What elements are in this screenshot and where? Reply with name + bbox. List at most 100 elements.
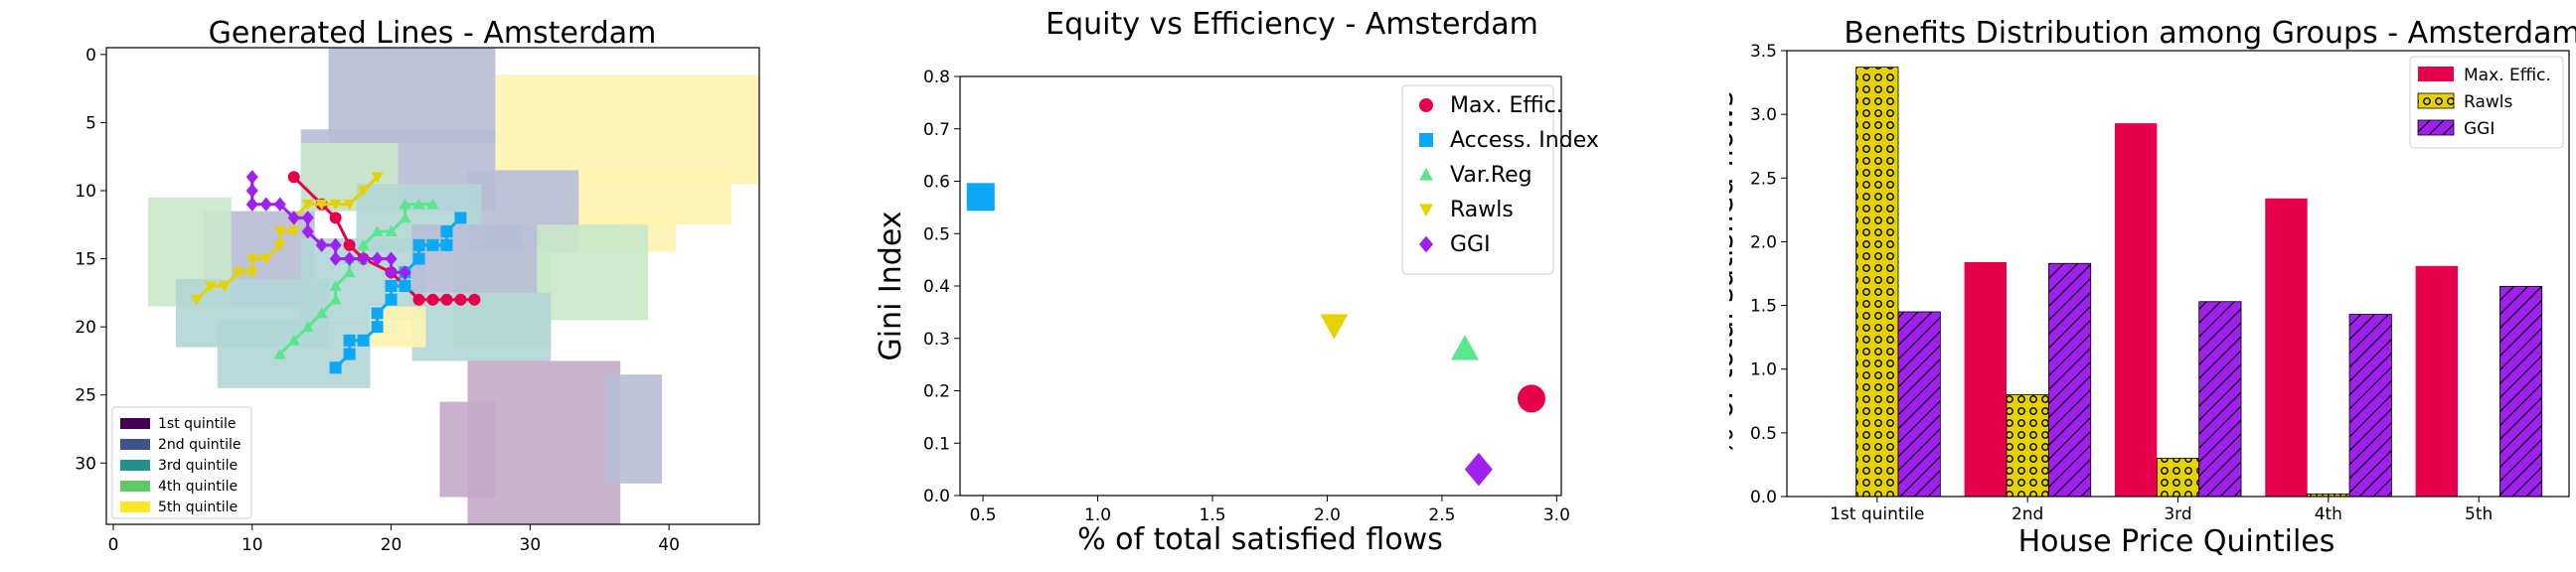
station-marker: [329, 199, 342, 211]
station-marker: [385, 265, 398, 280]
map-plot-frame: [105, 47, 760, 525]
x-tick-label: 1.0: [1084, 505, 1111, 525]
legend-swatch: [120, 460, 150, 471]
station-marker: [343, 199, 356, 211]
legend-label: 2nd quintile: [158, 437, 242, 453]
line-access-index: [329, 212, 467, 374]
station-marker: [287, 226, 300, 238]
scatter-legend: Max. Effic. Access. Index Var.Reg Rawls GGI: [1401, 83, 1599, 275]
chart-title: Benefits Distribution among Groups - Ams…: [1844, 16, 2576, 51]
legend-label: 3rd quintile: [158, 458, 238, 474]
x-tick-label: 3.0: [1543, 505, 1570, 525]
y-tick-label: 0.7: [923, 120, 950, 140]
y-tick-label: 1.5: [1750, 297, 1777, 317]
station-marker: [259, 253, 272, 265]
x-tick-label: 0: [108, 535, 119, 555]
y-tick-label: 1.0: [1750, 360, 1777, 380]
y-tick-label: 2.5: [1750, 169, 1777, 189]
station-marker: [426, 238, 439, 251]
station-marker: [329, 361, 342, 374]
y-tick-label: 0.1: [923, 434, 950, 454]
station-marker: [329, 212, 342, 224]
bar-rawls: [2156, 458, 2200, 498]
station-marker: [343, 266, 356, 278]
station-marker: [385, 280, 398, 292]
y-tick-label: 15: [75, 250, 96, 270]
station-marker: [399, 212, 411, 223]
legend-label: Rawls: [1450, 198, 1514, 222]
station-marker: [454, 212, 467, 224]
station-marker: [273, 348, 286, 359]
legend-swatch: [120, 501, 150, 512]
legend-label: Access. Index: [1450, 128, 1599, 153]
station-marker: [287, 171, 300, 184]
point-max-effic-: [1517, 384, 1545, 413]
bar-ggi: [2498, 285, 2543, 498]
x-tick-label: 1st quintile: [1830, 504, 1924, 524]
point-var-reg: [1451, 335, 1480, 360]
y-tick-label: 5: [85, 113, 96, 133]
chart-title: Generated Lines - Amsterdam: [209, 16, 657, 51]
station-marker: [287, 334, 300, 346]
y-tick-label: 0.8: [923, 68, 950, 87]
x-tick-label: 2.0: [1314, 505, 1341, 525]
legend-swatch: [2417, 119, 2455, 136]
y-tick-label: 0.3: [923, 330, 950, 350]
bar-rawls: [2006, 393, 2049, 498]
bar-max-effic-: [1964, 261, 2007, 497]
y-tick-label: 0.2: [923, 382, 950, 402]
x-tick-label: 30: [520, 535, 542, 555]
route-path: [334, 216, 462, 369]
station-marker: [426, 198, 439, 210]
station-marker: [315, 199, 328, 211]
station-marker: [301, 211, 314, 225]
x-tick-label: 4th: [2315, 504, 2342, 524]
chart-title: Equity vs Efficiency - Amsterdam: [1046, 7, 1538, 42]
station-marker: [412, 252, 425, 265]
station-marker: [343, 334, 356, 347]
line-ggi: [245, 170, 411, 280]
y-tick-label: 3.0: [1750, 105, 1777, 125]
station-marker: [385, 251, 398, 266]
bar-max-effic-: [2265, 198, 2308, 497]
station-marker: [357, 238, 370, 250]
bar-rawls: [1855, 67, 1899, 498]
station-marker: [412, 293, 425, 306]
legend-marker: [1419, 98, 1433, 112]
station-marker: [426, 293, 439, 306]
y-axis-label: Gini Index: [874, 211, 908, 360]
station-marker: [259, 197, 272, 212]
y-tick-label: 25: [75, 386, 96, 406]
y-axis-label: % of total satisfied flows: [1729, 91, 1740, 457]
station-marker: [371, 321, 384, 334]
legend-label: GGI: [1450, 232, 1491, 257]
bars-legend: Max. Effic. Rawls GGI: [2409, 56, 2564, 149]
map-region-cell: [606, 374, 663, 484]
station-marker: [273, 240, 286, 251]
legend-marker: [1419, 204, 1433, 216]
station-marker: [245, 253, 258, 265]
station-marker: [440, 293, 453, 306]
legend-swatch: [2418, 67, 2454, 81]
y-tick-label: 30: [75, 454, 96, 474]
legend-label: 1st quintile: [158, 416, 237, 432]
y-tick-label: 0.0: [923, 487, 950, 506]
point-ggi: [1464, 452, 1493, 487]
legend-label: 5th quintile: [158, 500, 238, 515]
station-marker: [371, 307, 384, 320]
bar-ggi: [2198, 301, 2242, 498]
station-marker: [468, 293, 481, 306]
station-marker: [273, 197, 286, 212]
station-marker: [357, 186, 370, 197]
station-marker: [315, 237, 328, 253]
station-marker: [412, 198, 425, 210]
y-tick-label: 3.5: [1750, 42, 1777, 62]
station-marker: [245, 170, 258, 185]
point-access-index: [966, 183, 995, 212]
x-tick-label: 2nd: [2012, 504, 2043, 524]
station-marker: [399, 280, 411, 292]
y-tick-label: 0.0: [1750, 488, 1777, 507]
legend-spacer: [1435, 83, 1436, 84]
station-marker: [204, 281, 217, 292]
station-marker: [412, 238, 425, 251]
